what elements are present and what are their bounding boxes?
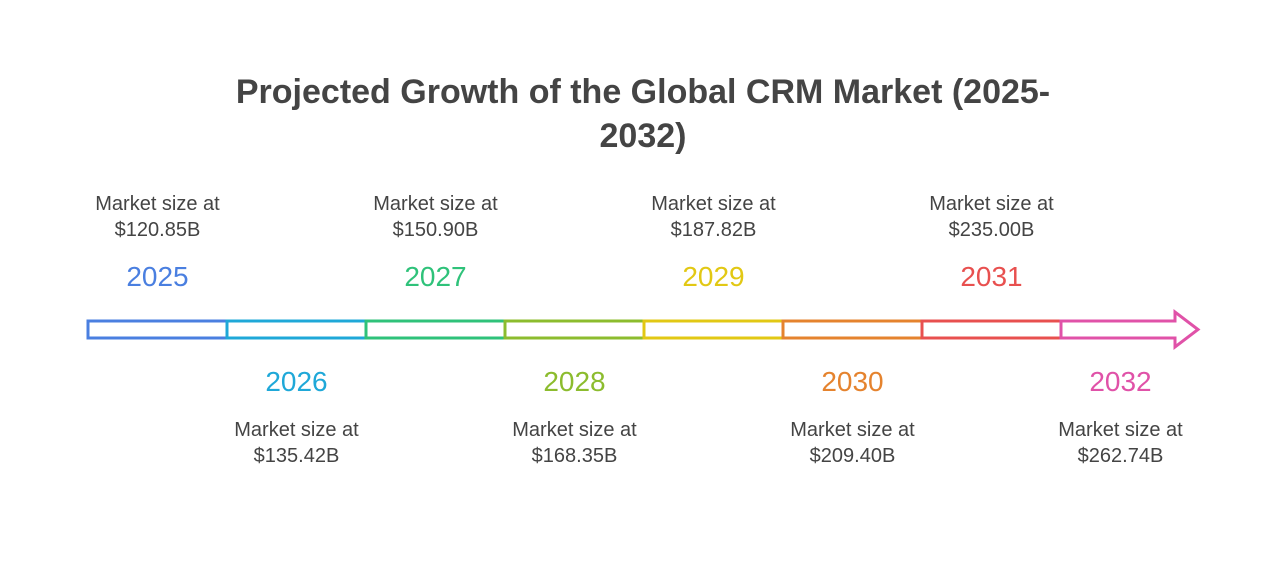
milestone-year: 2032	[1089, 366, 1152, 397]
milestone-value: $262.74B	[1077, 445, 1164, 467]
milestone-description: Market size at $120.85B	[58, 191, 258, 243]
milestone-year: 2027	[404, 261, 467, 292]
milestone-description: Market size at $209.40B	[753, 417, 953, 469]
timeline-segment-2028	[503, 319, 646, 340]
milestone-label: Market size at	[512, 419, 637, 441]
milestone-label: Market size at	[651, 193, 776, 215]
milestone-year: 2031	[960, 261, 1023, 292]
milestone-year: 2028	[543, 366, 606, 397]
milestone-description: Market size at $150.90B	[336, 191, 536, 243]
milestone-label: Market size at	[95, 193, 220, 215]
timeline-segment-2031	[920, 319, 1063, 340]
timeline-segment-2025	[86, 319, 229, 340]
milestone-year: 2026	[265, 366, 328, 397]
timeline-segment-2027	[364, 319, 507, 340]
timeline-segment-2029	[642, 319, 785, 340]
timeline-segment-2032	[1059, 308, 1201, 351]
milestone-description: Market size at $235.00B	[892, 191, 1092, 243]
milestone-value: $135.42B	[253, 445, 340, 467]
milestone-value: $209.40B	[809, 445, 896, 467]
timeline-segment-2030	[781, 319, 924, 340]
diagram-title: Projected Growth of the Global CRM Marke…	[235, 73, 1051, 155]
milestone-description: Market size at $135.42B	[197, 417, 397, 469]
milestone-year: 2025	[126, 261, 189, 292]
milestone-value: $235.00B	[948, 219, 1035, 241]
milestone-year: 2030	[821, 366, 884, 397]
milestone-value: $120.85B	[114, 219, 201, 241]
milestone-description: Market size at $168.35B	[475, 417, 675, 469]
milestone-label: Market size at	[234, 419, 359, 441]
milestone-value: $168.35B	[531, 445, 618, 467]
milestone-description: Market size at $262.74B	[1021, 417, 1221, 469]
milestone-value: $187.82B	[670, 219, 757, 241]
milestone-label: Market size at	[1058, 419, 1183, 441]
milestone-year: 2029	[682, 261, 745, 292]
milestone-value: $150.90B	[392, 219, 479, 241]
timeline-segment-2026	[225, 319, 368, 340]
milestone-label: Market size at	[929, 193, 1054, 215]
milestone-label: Market size at	[373, 193, 498, 215]
milestone-description: Market size at $187.82B	[614, 191, 814, 243]
milestone-label: Market size at	[790, 419, 915, 441]
